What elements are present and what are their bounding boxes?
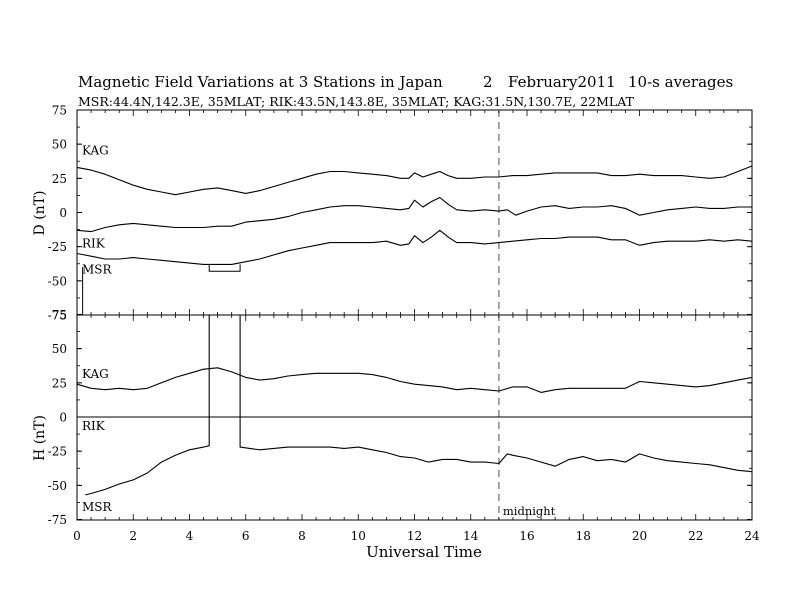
x-tick-label-20: 20 — [632, 529, 647, 543]
y-tick-label-top--75: -75 — [48, 309, 67, 323]
y-tick-label-bottom--50: -50 — [48, 479, 67, 493]
y-tick-label-bottom-0: 0 — [59, 411, 67, 425]
chart-day: 2 — [483, 73, 493, 91]
series-line-top-msr-gap — [208, 264, 241, 272]
series-line-bottom-msr — [85, 314, 753, 496]
chart-averaging: 10-s averages — [628, 73, 733, 91]
x-axis-label: Universal Time — [366, 543, 482, 561]
series-label-bottom-rik: RIK — [82, 419, 106, 433]
y-tick-label-bottom--25: -25 — [48, 445, 67, 459]
series-label-top-kag: KAG — [82, 143, 109, 157]
x-tick-label-24: 24 — [744, 529, 760, 543]
x-tick-label-10: 10 — [351, 529, 366, 543]
y-tick-label-top--25: -25 — [48, 240, 67, 254]
x-tick-label-4: 4 — [186, 529, 194, 543]
y-tick-label-top-0: 0 — [59, 206, 67, 220]
series-line-top-msr — [76, 229, 753, 265]
y-tick-label-bottom-25: 25 — [52, 376, 67, 390]
data-lines — [76, 165, 753, 496]
x-tick-label-6: 6 — [242, 529, 250, 543]
x-tick-label-12: 12 — [407, 529, 422, 543]
x-tick-label-2: 2 — [129, 529, 137, 543]
y-axis-label-top: D (nT) — [32, 191, 48, 236]
x-tick-label-0: 0 — [73, 529, 81, 543]
midnight-label: midnight — [503, 504, 556, 518]
series-labels: KAG RIK MSR KAG RIK MSR — [82, 143, 113, 514]
chart-date: February2011 — [508, 73, 616, 91]
series-label-bottom-msr: MSR — [82, 500, 113, 514]
x-tick-label-22: 22 — [688, 529, 703, 543]
y-tick-label-top-50: 50 — [52, 138, 67, 152]
chart-title: Magnetic Field Variations at 3 Stations … — [78, 73, 443, 91]
series-line-bottom-kag — [76, 367, 753, 393]
x-tick-label-18: 18 — [576, 529, 591, 543]
series-label-top-msr: MSR — [82, 263, 113, 277]
y-tick-label-top-25: 25 — [52, 172, 67, 186]
series-line-top-rik — [76, 196, 752, 233]
y-tick-label-top-75: 75 — [52, 104, 67, 118]
x-tick-label-14: 14 — [463, 529, 479, 543]
series-line-top-kag — [76, 165, 753, 196]
x-tick-label-16: 16 — [519, 529, 534, 543]
y-axis-label-bottom: H (nT) — [32, 415, 48, 461]
series-label-top-rik: RIK — [82, 237, 106, 251]
x-tick-label-8: 8 — [298, 529, 306, 543]
y-tick-label-bottom-75: 75 — [52, 308, 67, 322]
y-tick-label-top--50: -50 — [48, 274, 67, 288]
y-tick-label-bottom--75: -75 — [48, 513, 67, 527]
station-info: MSR:44.4N,142.3E, 35MLAT; RIK:43.5N,143.… — [78, 94, 635, 109]
y-tick-label-bottom-50: 50 — [52, 342, 67, 356]
series-label-bottom-kag: KAG — [82, 367, 109, 381]
